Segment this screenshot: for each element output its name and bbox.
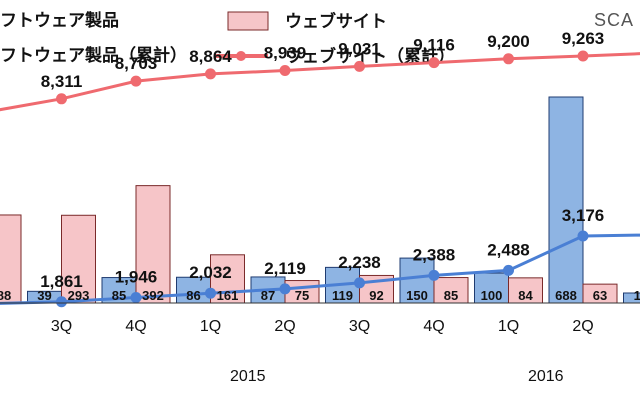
lines-layer <box>0 50 640 308</box>
software-cumulative-marker <box>205 287 216 299</box>
website-cumulative-marker <box>354 60 365 72</box>
software-bar-label: 150 <box>406 288 428 303</box>
software-bar-label: 86 <box>186 288 200 303</box>
x-axis: 3Q 4Q 1Q 2Q 3Q 4Q 1Q 2Q 2015 2016 <box>0 302 640 385</box>
software-cumulative-marker <box>130 292 142 303</box>
website-cumulative-marker <box>428 57 440 69</box>
x-tick-label: 2Q <box>572 318 593 335</box>
x-tick-label: 3Q <box>51 318 72 335</box>
website-bar <box>135 185 171 304</box>
website-cumulative-data-label: 9,200 <box>487 32 530 51</box>
website-bar-label: 63 <box>593 288 607 303</box>
legend-software-bars-label: フトウェア製品 <box>0 10 119 30</box>
website-cumulative-data-label: 8,703 <box>115 54 158 73</box>
software-bar-label: 119 <box>332 288 353 303</box>
legend: フトウェア製品 ウェブサイト フトウェア製品（累計） ウェブサイト（累計） <box>0 10 455 66</box>
legend-software-cumulative-label: フトウェア製品（累計） <box>0 45 187 65</box>
software-cumulative-marker <box>56 296 67 308</box>
website-cumulative-data-label: 8,939 <box>264 44 307 63</box>
software-cumulative-data-label: 2,488 <box>487 240 530 259</box>
software-cumulative-data-label: 2,032 <box>189 263 232 282</box>
labels-layer: 88 39 293 85 392 86 161 87 75 119 92 150 85 100 84 688 6… <box>0 29 640 303</box>
x-tick-label: 4Q <box>125 318 146 335</box>
website-cumulative-marker <box>279 65 291 77</box>
software-cumulative-data-label: 2,238 <box>338 253 381 272</box>
website-bar <box>433 277 469 304</box>
website-cumulative-data-label: 8,311 <box>41 72 83 91</box>
website-cumulative-marker <box>577 50 589 62</box>
software-bar <box>399 257 435 304</box>
software-bar-label: 87 <box>261 288 275 303</box>
website-bar-label: 92 <box>369 288 383 303</box>
website-bar <box>508 277 543 304</box>
website-cumulative-marker <box>205 68 216 80</box>
x-tick-label: 2Q <box>274 318 295 335</box>
website-cumulative-data-label: 9,263 <box>562 29 605 48</box>
software-cumulative-line <box>0 233 640 305</box>
website-bar <box>61 214 96 304</box>
website-bar-label: 392 <box>142 288 164 303</box>
software-bar-label: 11 <box>634 288 640 303</box>
website-cumulative-data-label: 9,031 <box>338 39 381 58</box>
website-cumulative-data-label: 9,116 <box>413 36 455 55</box>
software-cumulative-data-label: 3,176 <box>562 206 605 225</box>
website-bar-label: 293 <box>68 288 90 303</box>
legend-website-bars-swatch <box>227 11 269 31</box>
software-cumulative-data-label: 2,388 <box>413 245 456 264</box>
software-cumulative-marker <box>279 283 291 295</box>
software-cumulative-marker <box>428 269 440 281</box>
x-tick-label: 4Q <box>423 318 444 335</box>
software-bar-label: 85 <box>112 288 126 303</box>
software-bar <box>176 276 211 304</box>
software-cumulative-data-label: 1,946 <box>115 268 158 287</box>
software-bar-label: 688 <box>555 288 577 303</box>
software-bar <box>623 292 640 304</box>
software-cumulative-marker <box>577 230 589 242</box>
watermark: SCA <box>594 10 634 30</box>
x-tick-label: 1Q <box>200 318 221 335</box>
website-cumulative-line <box>0 52 640 112</box>
website-cumulative-marker <box>130 75 142 87</box>
software-cumulative-marker <box>503 264 514 276</box>
legend-website-cumulative-marker <box>236 51 246 61</box>
software-cumulative-data-label: 1,861 <box>40 272 83 291</box>
software-bar-label: 39 <box>37 288 51 303</box>
website-cumulative-marker <box>503 53 514 65</box>
software-bar-label: 100 <box>481 288 503 303</box>
website-cumulative-marker <box>56 93 67 105</box>
legend-website-bars-label: ウェブサイト <box>285 11 387 31</box>
website-bar-label: 85 <box>444 288 458 303</box>
website-bar-label: 88 <box>0 288 11 303</box>
x-tick-label: 3Q <box>349 318 370 335</box>
website-cumulative-data-label: 8,864 <box>189 47 232 66</box>
legend-website-cumulative-label: ウェブサイト（累計） <box>285 46 455 66</box>
software-bar <box>474 272 509 304</box>
website-bar <box>210 254 245 304</box>
website-bar-label: 161 <box>217 288 239 303</box>
website-bar-label: 75 <box>295 288 309 303</box>
bars-layer <box>0 96 640 304</box>
year-label: 2016 <box>528 368 564 385</box>
software-cumulative-data-label: 2,119 <box>264 259 306 278</box>
website-bar-label: 84 <box>518 288 533 303</box>
software-cumulative-marker <box>354 277 365 289</box>
software-bar <box>548 96 584 304</box>
x-tick-label: 1Q <box>498 318 519 335</box>
year-label: 2015 <box>230 368 266 385</box>
